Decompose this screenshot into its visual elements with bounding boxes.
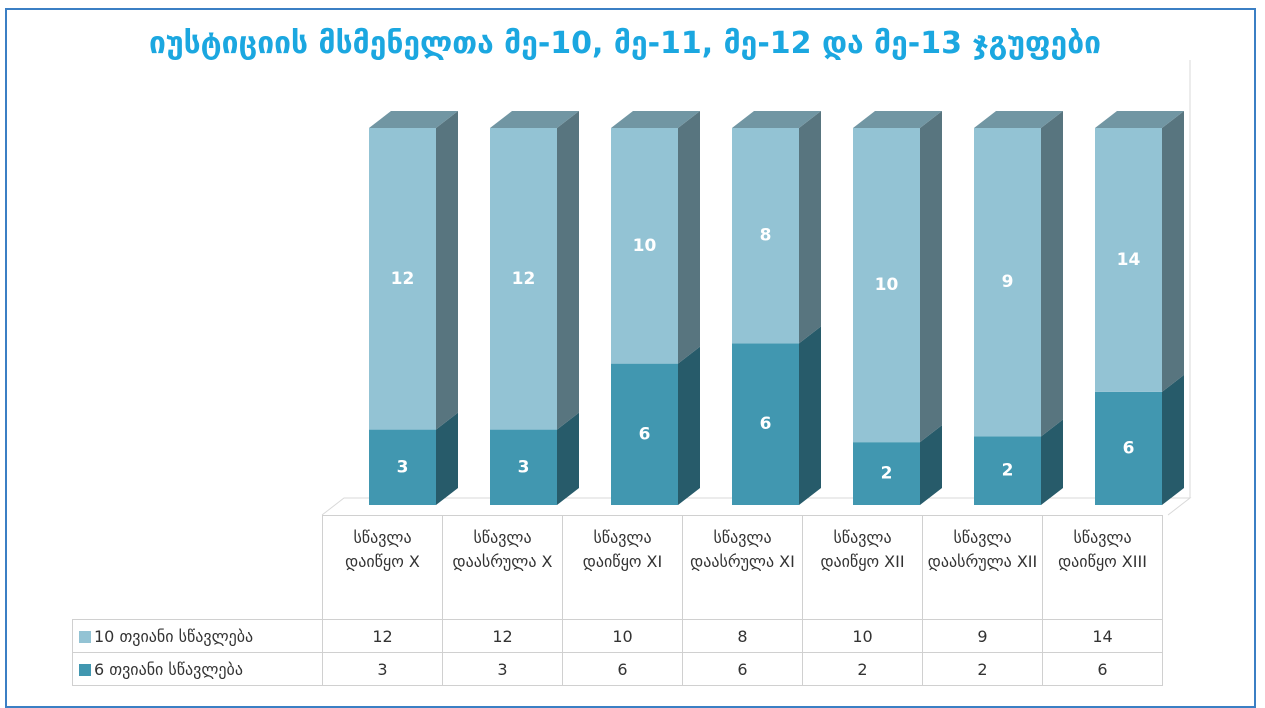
bar-face: [732, 111, 821, 128]
bar: [369, 111, 458, 430]
table-value: 6: [682, 652, 803, 686]
bar-face: [920, 111, 942, 443]
bar-face: [732, 343, 799, 505]
bar: [611, 111, 700, 364]
table-value: 9: [922, 619, 1043, 653]
category-label: სწავლა დაასრულა X: [442, 515, 563, 620]
bar: [369, 412, 458, 505]
bar-face: [611, 363, 678, 505]
table-value: 6: [1042, 652, 1163, 686]
bar-face: [369, 111, 458, 128]
bar-face: [436, 412, 458, 505]
legend-swatch: [79, 663, 91, 676]
legend-swatch: [79, 630, 91, 643]
table-value: 14: [1042, 619, 1163, 653]
bar-face: [490, 429, 557, 505]
category-label: სწავლა დაიწყო XI: [562, 515, 683, 620]
bar: [732, 326, 821, 505]
bar: [611, 346, 700, 505]
table-value: 10: [562, 619, 683, 653]
category-label: სწავლა დაიწყო X: [322, 515, 443, 620]
category-label: სწავლა დაასრულა XII: [922, 515, 1043, 620]
category-label: სწავლა დაიწყო XII: [802, 515, 923, 620]
data-label: 12: [391, 269, 415, 289]
table-value: 12: [322, 619, 443, 653]
data-label: 6: [760, 414, 772, 434]
bar: [853, 425, 942, 505]
table-value: 2: [922, 652, 1043, 686]
bar: [974, 419, 1063, 505]
bar-face: [853, 128, 920, 443]
bar-face: [920, 425, 942, 505]
bar-face: [732, 128, 799, 344]
bar: [490, 111, 579, 430]
data-label: 3: [397, 457, 409, 477]
table-value: 12: [442, 619, 563, 653]
legend-cell: 10 თვიანი სწავლება: [72, 619, 323, 653]
bar-face: [611, 111, 700, 128]
table-value: 8: [682, 619, 803, 653]
bar-face: [678, 111, 700, 364]
data-label: 2: [1002, 461, 1014, 481]
bar-face: [1041, 419, 1063, 505]
legend-cell: 6 თვიანი სწავლება: [72, 652, 323, 686]
data-label: 2: [881, 464, 893, 484]
bar-face: [611, 128, 678, 364]
bar-face: [490, 111, 579, 128]
corner-cell: [73, 516, 323, 620]
bar: [1095, 374, 1184, 505]
data-label: 14: [1117, 250, 1141, 270]
bar-face: [1095, 128, 1162, 392]
bar-face: [853, 442, 920, 505]
bar-face: [436, 111, 458, 430]
series-row: 6 თვიანი სწავლება 3 3 6 6 2 2 6: [72, 652, 1163, 686]
data-label: 10: [633, 236, 657, 256]
bar-face: [557, 412, 579, 505]
bar-face: [1162, 374, 1184, 505]
bar-face: [678, 346, 700, 505]
table-value: 3: [442, 652, 563, 686]
bar: [974, 111, 1063, 437]
series-row: 10 თვიანი სწავლება 12 12 10 8 10 9 14: [72, 619, 1163, 653]
bar: [490, 412, 579, 505]
bar-face: [557, 111, 579, 430]
bar-face: [1095, 391, 1162, 505]
bar-face: [1095, 111, 1184, 128]
table-value: 3: [322, 652, 443, 686]
category-label: სწავლა დაასრულა XI: [682, 515, 803, 620]
bar: [1095, 111, 1184, 392]
bar-face: [799, 111, 821, 344]
bar-face: [1041, 111, 1063, 437]
bar: [853, 111, 942, 443]
bar-face: [974, 128, 1041, 437]
bar: [732, 111, 821, 344]
bar-face: [369, 128, 436, 430]
data-label: 12: [512, 269, 536, 289]
bar-face: [974, 436, 1041, 505]
bar-face: [1162, 111, 1184, 392]
bar-face: [799, 326, 821, 505]
bar-face: [853, 111, 942, 128]
bar-face: [490, 128, 557, 430]
data-label: 10: [875, 275, 899, 295]
legend-label: 10 თვიანი სწავლება: [94, 626, 254, 646]
bar-face: [974, 111, 1063, 128]
legend-label: 6 თვიანი სწავლება: [94, 659, 243, 679]
data-label: 9: [1002, 272, 1014, 292]
table-value: 6: [562, 652, 683, 686]
table-value: 2: [802, 652, 923, 686]
data-label: 8: [760, 226, 772, 246]
data-label: 3: [518, 457, 530, 477]
bar-face: [369, 429, 436, 505]
category-label: სწავლა დაიწყო XIII: [1042, 515, 1163, 620]
chart-title: იუსტიციის მსმენელთა მე-10, მე-11, მე-12 …: [148, 26, 1102, 61]
table-value: 10: [802, 619, 923, 653]
data-label: 6: [1123, 438, 1135, 458]
data-label: 6: [639, 424, 651, 444]
